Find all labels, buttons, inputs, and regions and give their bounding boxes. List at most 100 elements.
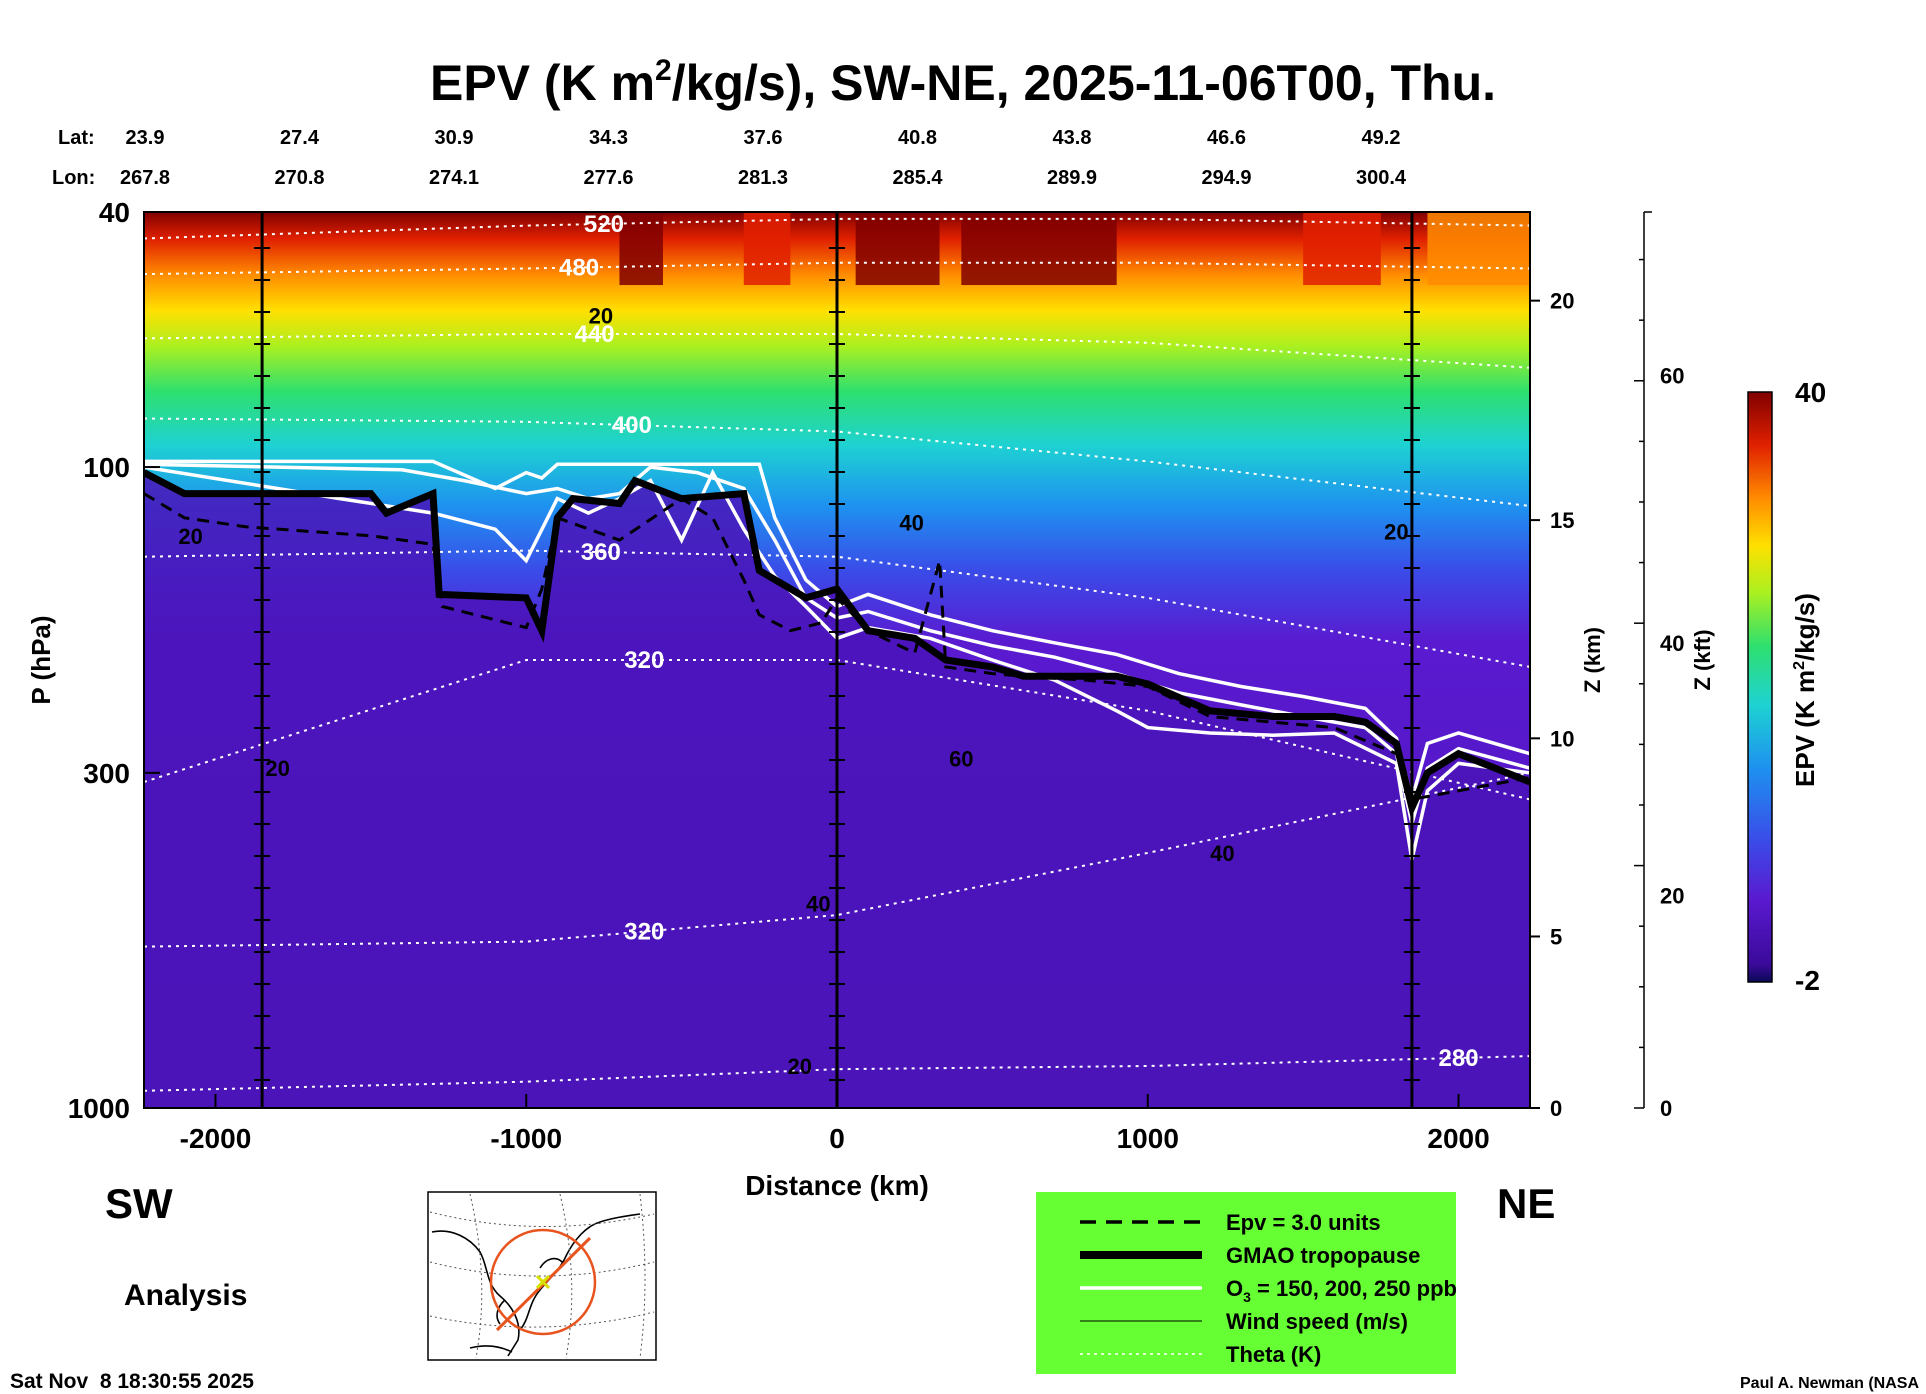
inset-map-range-circle (489, 1228, 597, 1336)
wind-speed-contour-label: 20 (787, 1054, 811, 1079)
theta-contour-label: 520 (584, 211, 624, 238)
theta-contour-label: 400 (612, 412, 652, 439)
pressure-axis-tick-label: 300 (83, 758, 130, 789)
z-km-tick-label: 20 (1550, 289, 1574, 314)
footer-credit: Paul A. Newman (NASA (1740, 1375, 1919, 1392)
theta-contour-label: 320 (624, 647, 664, 674)
title-part-pre: EPV (K m (430, 55, 655, 111)
colorbar-label-sup: 2 (1791, 661, 1808, 670)
latlon-columns: 23.9 267.8 27.4 270.8 30.9 274.1 34.3 277.6 37.6… (120, 127, 1407, 189)
theta-contour-label: 360 (581, 539, 621, 566)
title-part-post: /kg/s), SW-NE, 2025-11-06T00, Thu. (672, 55, 1496, 111)
analysis-label: Analysis (124, 1279, 247, 1312)
lat-value: 49.2 (1362, 127, 1401, 149)
lat-value: 23.9 (126, 127, 165, 149)
theta-contour-label: 480 (559, 255, 599, 282)
lon-header-label: Lon: (52, 167, 95, 189)
inset-map-section-line (495, 1236, 592, 1332)
wind-speed-contour-label: 40 (899, 510, 923, 535)
theta-contour-label: 280 (1439, 1045, 1479, 1072)
lon-value: 277.6 (583, 167, 633, 189)
lat-header-label: Lat: (58, 127, 95, 149)
x-axis-tick-label: 0 (829, 1123, 845, 1154)
title-part-sup: 2 (655, 54, 672, 87)
theta-contour (144, 549, 1530, 668)
legend-label-ozone-sub: 3 (1243, 1289, 1251, 1305)
pressure-axis-tick-label: 100 (83, 452, 130, 483)
high-epv-patch (1303, 212, 1381, 286)
inset-locator-map: ✕ (427, 1191, 657, 1361)
legend-label-wind: Wind speed (m/s) (1226, 1309, 1408, 1334)
wind-speed-contour-label: 20 (1384, 519, 1408, 544)
x-axis-label: Distance (km) (745, 1170, 929, 1201)
lon-value: 281.3 (738, 167, 788, 189)
inset-map-center-marker: ✕ (534, 1270, 552, 1295)
wind-speed-contour-label: 20 (589, 303, 613, 328)
lon-value: 300.4 (1356, 167, 1407, 189)
legend: Epv = 3.0 units GMAO tropopause O3 = 150, … (1036, 1192, 1457, 1374)
x-axis: -2000 -1000 0 1000 2000 (180, 1094, 1490, 1154)
pressure-axis-tick-label: 40 (99, 197, 130, 228)
z-km-tick-label: 5 (1550, 924, 1562, 949)
legend-label-theta: Theta (K) (1226, 1342, 1321, 1367)
x-axis-tick-label: 1000 (1117, 1123, 1179, 1154)
direction-sw-label: SW (105, 1180, 173, 1227)
lon-value: 270.8 (274, 167, 324, 189)
inset-map-coastline (431, 1213, 641, 1357)
lat-value: 46.6 (1207, 127, 1246, 149)
lon-value: 285.4 (892, 167, 943, 189)
z-km-tick-label: 0 (1550, 1096, 1562, 1121)
colorbar-min-label: -2 (1795, 965, 1820, 996)
legend-label-ozone-pre: O (1226, 1276, 1243, 1301)
colorbar (1747, 391, 1773, 983)
colorbar-label-post: /kg/s) (1790, 593, 1820, 661)
lon-value: 267.8 (120, 167, 170, 189)
legend-label-tropopause: GMAO tropopause (1226, 1243, 1420, 1268)
pressure-axis: 40 100 300 1000 (68, 197, 160, 1124)
footer-timestamp: Sat Nov 8 18:30:55 2025 (10, 1370, 254, 1393)
wind-speed-contour-label: 60 (949, 747, 973, 772)
z-kft-axis: 0 20 40 60 (1634, 211, 1684, 1121)
z-kft-axis-label: Z (kft) (1690, 629, 1715, 690)
z-km-tick-label: 15 (1550, 508, 1574, 533)
theta-contours: 520 480 440 400 360 320 320 280 (144, 211, 1530, 1092)
ozone-contour-150 (144, 459, 1530, 807)
legend-items: Epv = 3.0 units GMAO tropopause O3 = 150, … (1080, 1210, 1457, 1367)
lon-value: 294.9 (1201, 167, 1251, 189)
lat-value: 40.8 (898, 127, 937, 149)
z-kft-tick-label: 0 (1660, 1096, 1672, 1121)
z-km-axis-label: Z (km) (1580, 627, 1605, 693)
high-epv-patch (1427, 212, 1530, 286)
lat-value: 34.3 (589, 127, 628, 149)
lon-value: 274.1 (429, 167, 479, 189)
high-epv-patch (961, 212, 1117, 286)
z-km-tick-label: 10 (1550, 726, 1574, 751)
lat-value: 43.8 (1053, 127, 1092, 149)
direction-ne-label: NE (1497, 1180, 1555, 1227)
pressure-axis-tick-label: 1000 (68, 1093, 130, 1124)
epv-3-units-contour (144, 492, 1530, 802)
lat-value: 37.6 (744, 127, 783, 149)
z-kft-tick-label: 40 (1660, 631, 1684, 656)
high-epv-patch (743, 212, 791, 286)
legend-label-ozone: O3 = 150, 200, 250 ppb (1226, 1276, 1457, 1305)
wind-speed-contour-label: 40 (806, 892, 830, 917)
lat-value: 27.4 (280, 127, 320, 149)
lon-value: 289.9 (1047, 167, 1097, 189)
colorbar-label-pre: EPV (K m (1790, 670, 1820, 787)
vertical-markers (254, 212, 1420, 1108)
wind-speed-contour-label: 20 (178, 524, 202, 549)
theta-contour-label: 320 (624, 919, 664, 946)
chart-title: EPV (K m2/kg/s), SW-NE, 2025-11-06T00, T… (430, 54, 1496, 111)
inset-map-gridlines (429, 1193, 655, 1359)
x-axis-tick-label: -1000 (490, 1123, 562, 1154)
legend-label-ozone-post: = 150, 200, 250 ppb (1251, 1276, 1457, 1301)
y-axis-label: P (hPa) (26, 615, 56, 704)
z-kft-tick-label: 60 (1660, 364, 1684, 389)
colorbar-max-label: 40 (1795, 377, 1826, 408)
legend-label-epv3: Epv = 3.0 units (1226, 1210, 1381, 1235)
theta-contour-label: 440 (575, 321, 615, 348)
high-epv-patch (855, 212, 940, 286)
